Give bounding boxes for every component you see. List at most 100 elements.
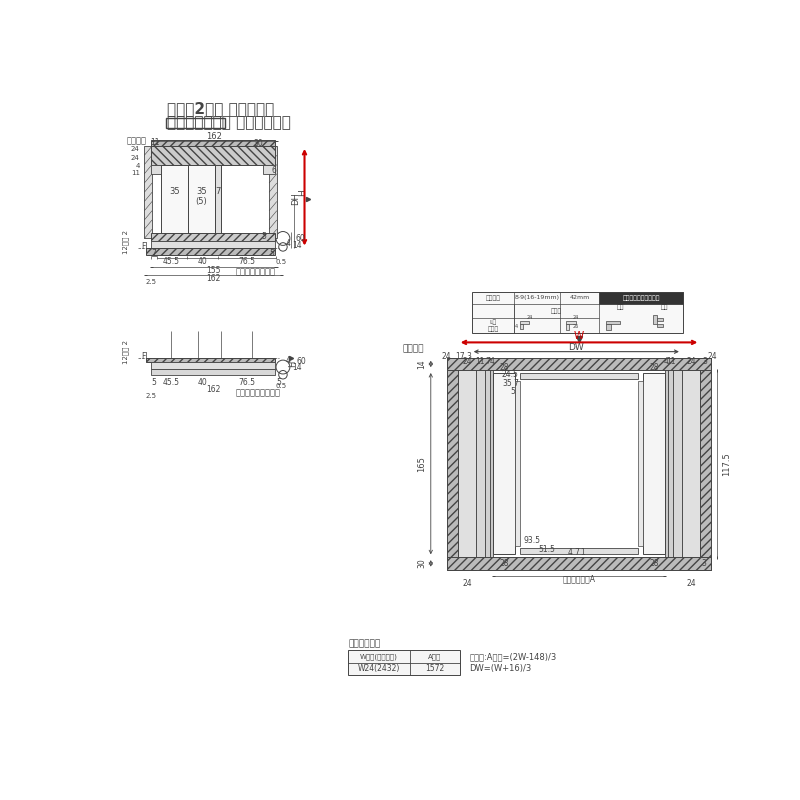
Text: W: W [574,331,584,342]
Text: 76.5: 76.5 [238,257,255,266]
Text: 在来用: 在来用 [550,308,562,314]
Text: 60: 60 [297,357,306,366]
Text: 28: 28 [499,559,509,568]
Bar [520,373,638,379]
Text: L型
タイプ: L型 タイプ [487,319,498,331]
Text: 24: 24 [131,155,140,162]
Bar [638,381,643,546]
Text: 2.5: 2.5 [146,393,157,398]
Bar [263,165,275,174]
Text: 片引戸2枚建 在来工法用: 片引戸2枚建 在来工法用 [167,102,274,117]
Text: 45.5: 45.5 [163,257,180,266]
Bar [493,373,514,554]
Bar [566,321,575,324]
Bar [150,146,275,165]
Text: 横断面図: 横断面図 [402,344,424,353]
Bar [349,650,460,675]
Text: 24: 24 [526,315,533,320]
Text: 35: 35 [502,379,512,389]
Text: 11: 11 [150,138,160,147]
Text: 30: 30 [417,558,426,568]
Text: 28: 28 [499,362,509,371]
Text: 5: 5 [269,249,274,258]
Text: 5: 5 [277,378,282,387]
Bar [188,165,215,233]
Text: 17.3: 17.3 [455,352,472,361]
Text: 93.5: 93.5 [523,536,540,545]
Text: 162: 162 [206,385,221,394]
Bar [606,321,620,324]
Bar [668,370,674,558]
Text: 4: 4 [285,356,290,365]
Text: 24.5: 24.5 [502,370,518,379]
Text: 算出式:A寸法=(2W-148)/3: 算出式:A寸法=(2W-148)/3 [470,652,557,661]
Bar [700,358,711,570]
Text: ツバなし薄敷居使用: ツバなし薄敷居使用 [236,388,281,397]
Bar [520,321,530,324]
Text: 4: 4 [568,548,573,557]
Bar [514,381,520,546]
Bar [447,358,711,370]
Bar [150,140,275,146]
Text: 角ケーシング連詳細図: 角ケーシング連詳細図 [622,295,660,301]
Text: 0.5: 0.5 [276,258,287,265]
Bar [150,233,275,241]
Text: FL: FL [142,352,150,361]
Text: 有効開口寸法A: 有効開口寸法A [562,574,595,583]
Bar [606,324,611,330]
Text: 11: 11 [130,170,140,176]
Bar [643,373,665,554]
Text: 35: 35 [169,187,180,197]
Text: 4: 4 [514,324,518,329]
Text: 8-9(16-19mm): 8-9(16-19mm) [514,295,559,300]
Text: W呼称(枠外寸法): W呼称(枠外寸法) [360,654,398,660]
Text: 縦断面図: 縦断面図 [126,136,146,145]
Bar [520,548,638,554]
Text: 28: 28 [650,362,659,371]
Bar [162,165,188,233]
Text: DH: DH [290,192,300,206]
Text: 縦枠: 縦枠 [660,304,668,310]
Text: 24: 24 [573,315,578,320]
Text: 14: 14 [292,241,302,250]
Text: 0.5: 0.5 [276,383,287,390]
Text: 7: 7 [574,548,578,557]
Bar [485,370,490,558]
Text: 4: 4 [664,357,669,366]
Text: A寸法: A寸法 [428,654,442,660]
Text: 28: 28 [650,559,659,568]
Text: W24(2432): W24(2432) [358,664,400,674]
Text: 24: 24 [131,146,140,152]
Text: 5: 5 [151,378,156,387]
Text: FL: FL [142,242,150,251]
Bar [653,314,657,324]
Text: 76.5: 76.5 [238,378,255,387]
Bar [150,362,275,369]
Text: 3: 3 [702,559,706,568]
Bar [657,324,663,327]
Bar [472,291,683,333]
Text: 1572: 1572 [426,664,445,674]
Text: 117.5: 117.5 [722,452,731,475]
Text: 162: 162 [206,274,221,283]
Text: 6: 6 [271,166,276,175]
Text: 3: 3 [702,357,707,366]
Text: 30: 30 [254,139,263,148]
Bar [476,370,485,558]
Text: 51.5: 51.5 [538,545,555,554]
Text: 35: 35 [196,187,206,197]
Text: 有効開口寸法: 有効開口寸法 [349,640,381,649]
Text: 165: 165 [417,456,426,472]
Text: 4: 4 [135,163,140,169]
Bar [269,146,277,238]
Text: 155: 155 [206,266,221,275]
Bar [458,358,476,570]
Text: 45.5: 45.5 [163,378,180,387]
Text: 5: 5 [510,387,516,396]
Text: 7: 7 [215,187,220,197]
Text: 24: 24 [442,352,451,361]
Text: DW: DW [569,343,584,352]
Text: 7: 7 [151,249,156,258]
Text: 24: 24 [686,579,696,588]
Bar [146,358,275,362]
